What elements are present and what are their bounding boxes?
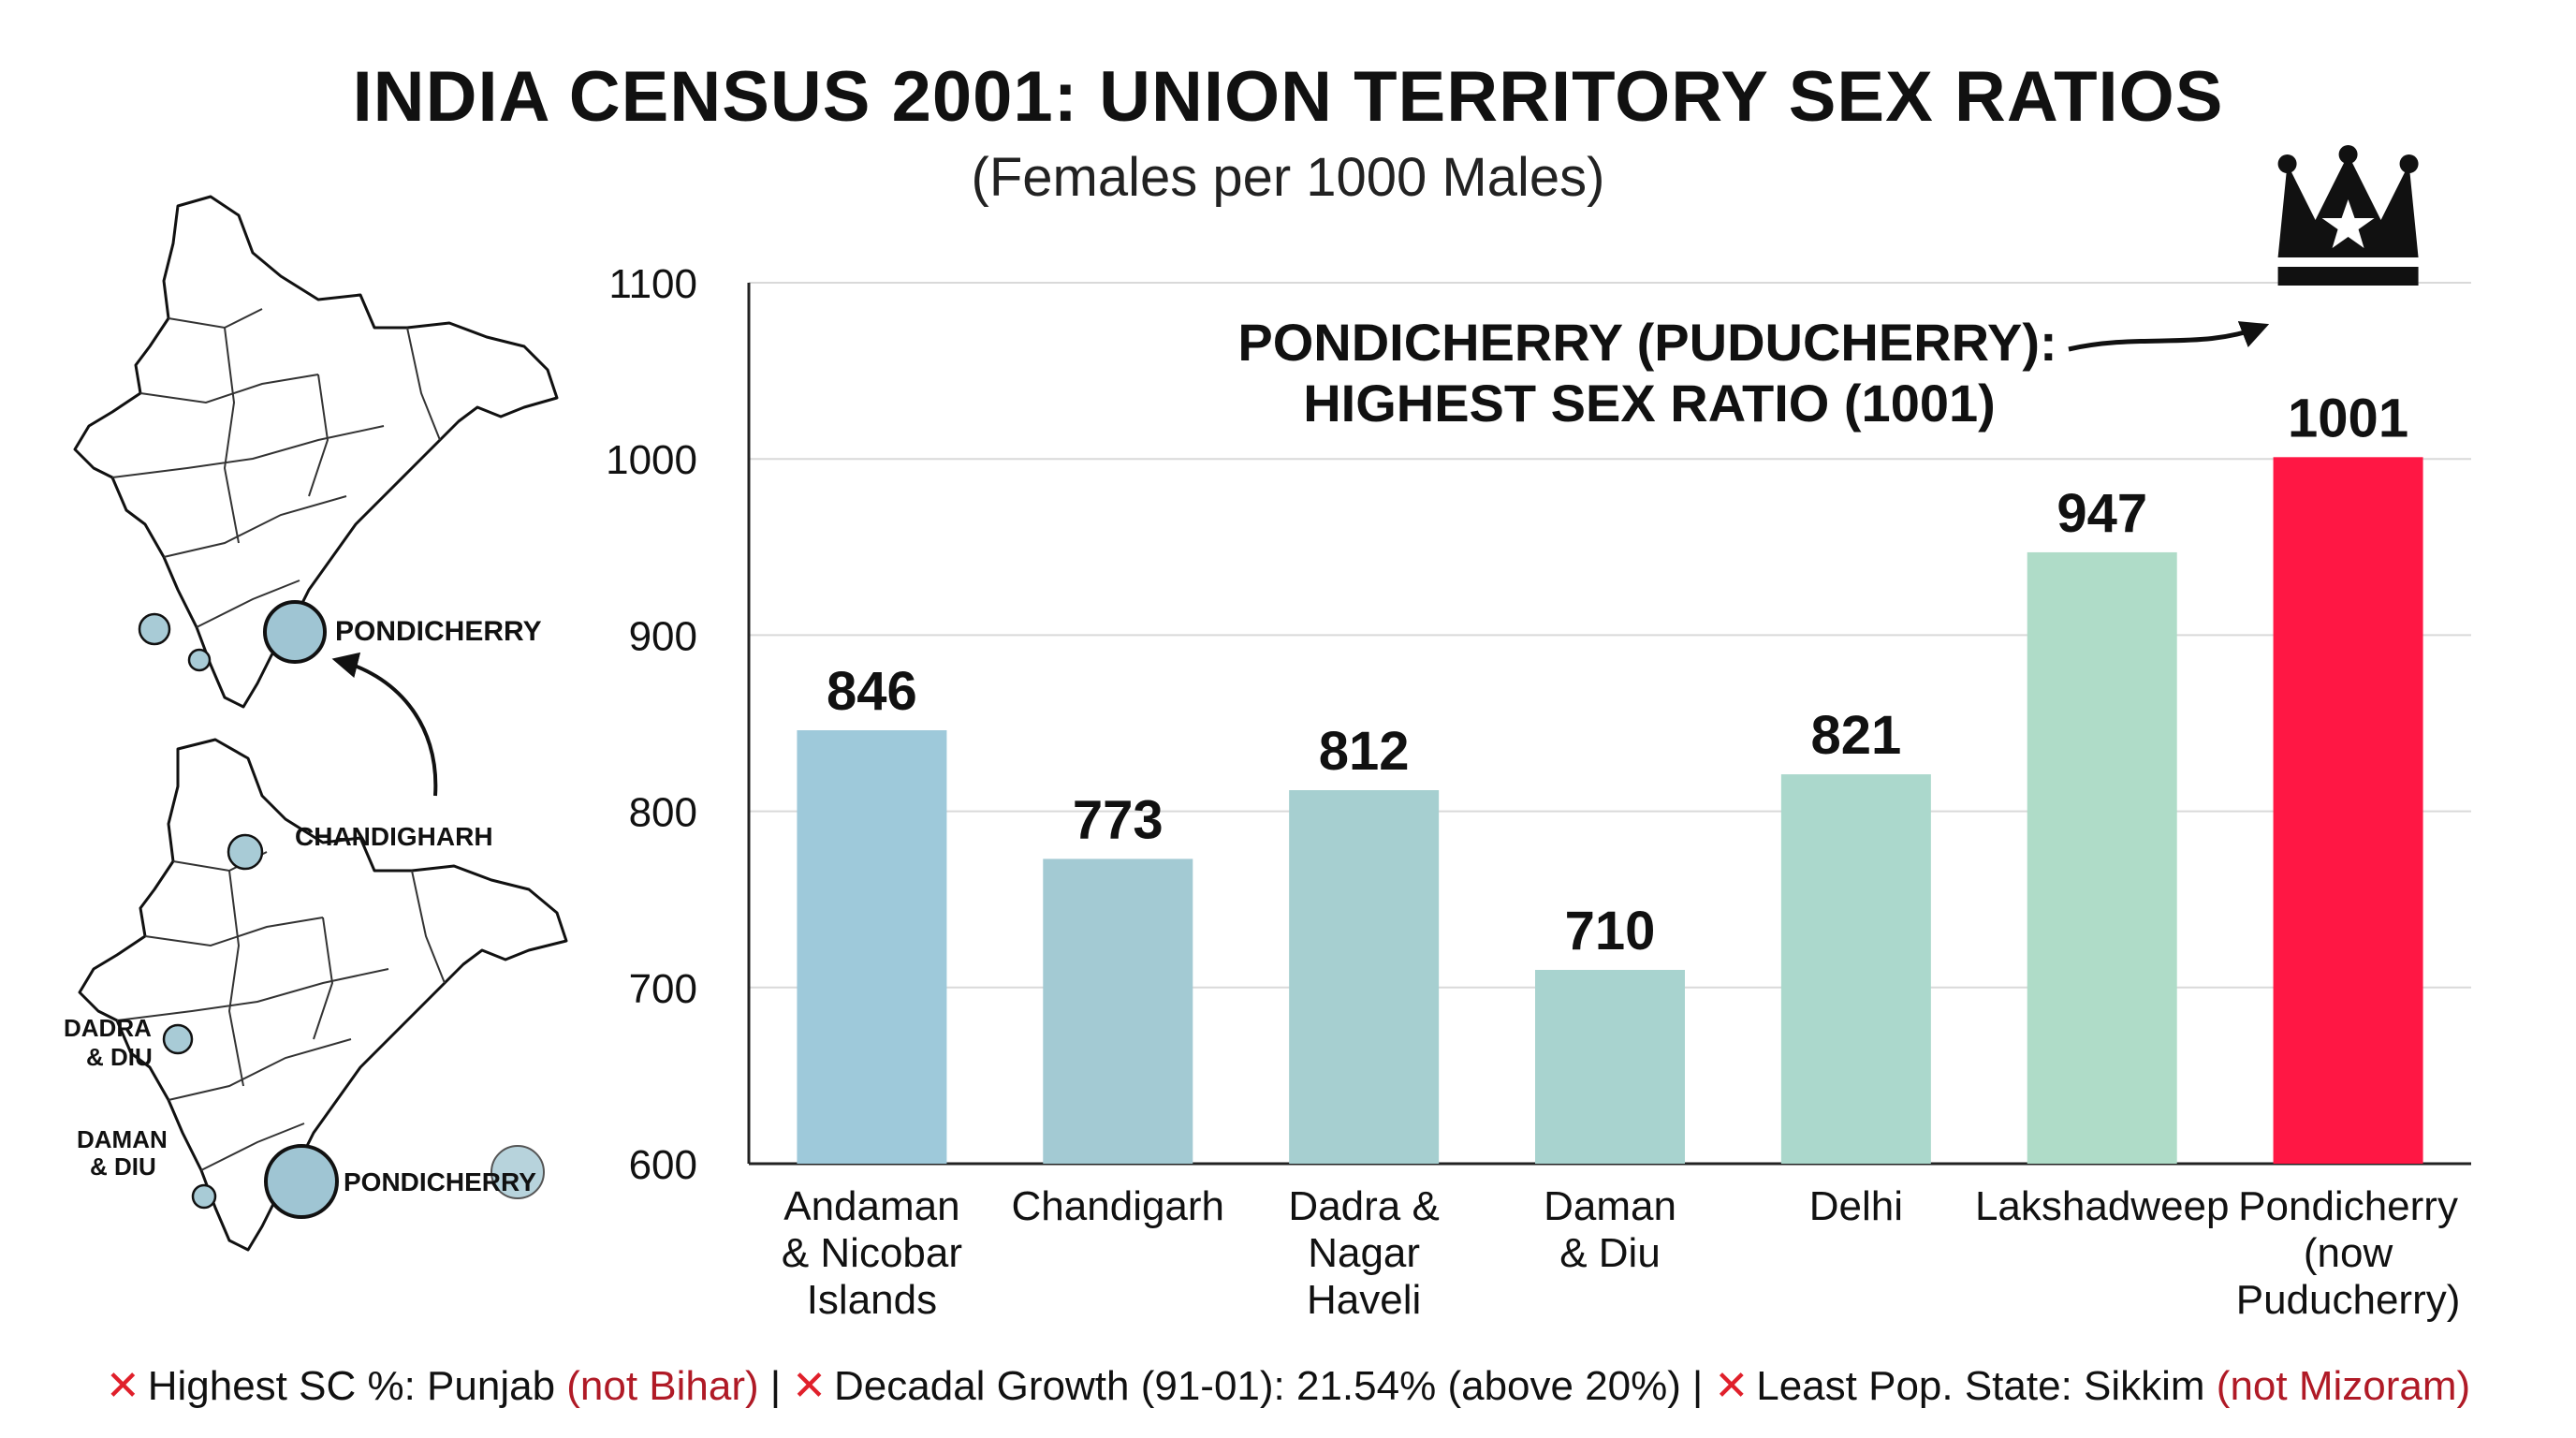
y-tick-label: 900: [629, 613, 697, 659]
map-label-pondicherry-bottom: PONDICHERRY: [344, 1167, 536, 1196]
bar: [2273, 457, 2423, 1164]
bar: [797, 730, 947, 1164]
x-tick-label: Andaman & Nicobar Islands: [782, 1183, 962, 1323]
annotation: PONDICHERRY (PUDUCHERRY):HIGHEST SEX RAT…: [1237, 145, 2419, 433]
crown-icon: [2277, 145, 2419, 286]
chart-bars: [797, 457, 2423, 1164]
x-tick-label: Pondicherry (now Puducherry): [2236, 1183, 2461, 1323]
x-tick-label: Chandigarh: [1012, 1183, 1225, 1229]
cross-icon: ✕: [792, 1363, 827, 1409]
map-label-dadra-diu: & DIU: [86, 1043, 153, 1071]
data-label: 821: [1810, 705, 1901, 766]
y-tick-label: 700: [629, 966, 697, 1012]
annotation-line-1: PONDICHERRY (PUDUCHERRY):: [1237, 313, 2056, 372]
footer-fact-text: Highest SC %: Punjab: [147, 1363, 567, 1409]
data-label: 812: [1319, 721, 1410, 782]
footer-separator: |: [1691, 1363, 1704, 1409]
annotation-line-2: HIGHEST SEX RATIO (1001): [1303, 374, 1996, 433]
map-label-daman-diu: & DIU: [90, 1152, 156, 1181]
y-tick-label: 1000: [606, 437, 697, 483]
bar: [1780, 774, 1931, 1164]
footer-facts: ✕ Highest SC %: Punjab (not Bihar) | ✕ Decad…: [0, 1362, 2576, 1410]
india-maps-illustration: PONDICHERRY CHANDIGHARH DADRA & DIU DAMA…: [64, 195, 568, 1252]
data-label: 1001: [2288, 388, 2408, 448]
chart-title: INDIA CENSUS 2001: UNION TERRITORY SEX R…: [352, 57, 2224, 137]
bar: [2027, 551, 2177, 1164]
footer-fact-text: Decadal Growth (91-01): 21.54% (above 20…: [834, 1363, 1681, 1409]
x-tick-label: Delhi: [1809, 1183, 1903, 1229]
x-axis-ticks: Andaman & Nicobar Islands Chandigarh Dadra &…: [782, 1183, 2461, 1323]
bar: [1535, 969, 1685, 1164]
map-label-daman: DAMAN: [77, 1125, 168, 1153]
bar: [1289, 790, 1440, 1164]
data-label: 846: [827, 661, 917, 722]
data-label: 710: [1565, 901, 1656, 961]
map-label-chandigarh: CHANDIGHARH: [295, 822, 493, 851]
annotation-arrow: [2068, 321, 2270, 352]
data-label: 773: [1073, 789, 1164, 850]
footer-separator: |: [769, 1363, 782, 1409]
chart-subtitle: (Females per 1000 Males): [971, 147, 1605, 208]
y-tick-label: 800: [629, 790, 697, 836]
y-axis-ticks: 600 700 800 900 1000 1100: [606, 261, 697, 1188]
india-map-top-icon: PONDICHERRY: [73, 195, 559, 797]
map-label-dadra: DADRA: [64, 1014, 152, 1042]
india-map-bottom-icon: CHANDIGHARH DADRA & DIU DAMAN & DIU POND…: [64, 738, 568, 1252]
map-label-pondicherry-top: PONDICHERRY: [335, 616, 542, 647]
data-labels: 846 773 812 710 821 947 1001: [827, 388, 2408, 961]
x-tick-label: Lakshadweep: [1975, 1183, 2230, 1229]
footer-fact-text: Least Pop. State: Sikkim: [1756, 1363, 2217, 1409]
y-tick-label: 600: [629, 1142, 697, 1188]
footer-fact-correction: (not Bihar): [566, 1363, 759, 1409]
x-tick-label: Dadra & Nagar Haveli: [1288, 1183, 1439, 1323]
bar: [1043, 858, 1193, 1164]
data-label: 947: [2056, 483, 2147, 544]
x-tick-label: Daman & Diu: [1544, 1183, 1676, 1276]
cross-icon: ✕: [1714, 1363, 1749, 1409]
footer-fact-correction: (not Mizoram): [2216, 1363, 2471, 1409]
cross-icon: ✕: [105, 1363, 140, 1409]
y-tick-label: 1100: [608, 261, 697, 307]
